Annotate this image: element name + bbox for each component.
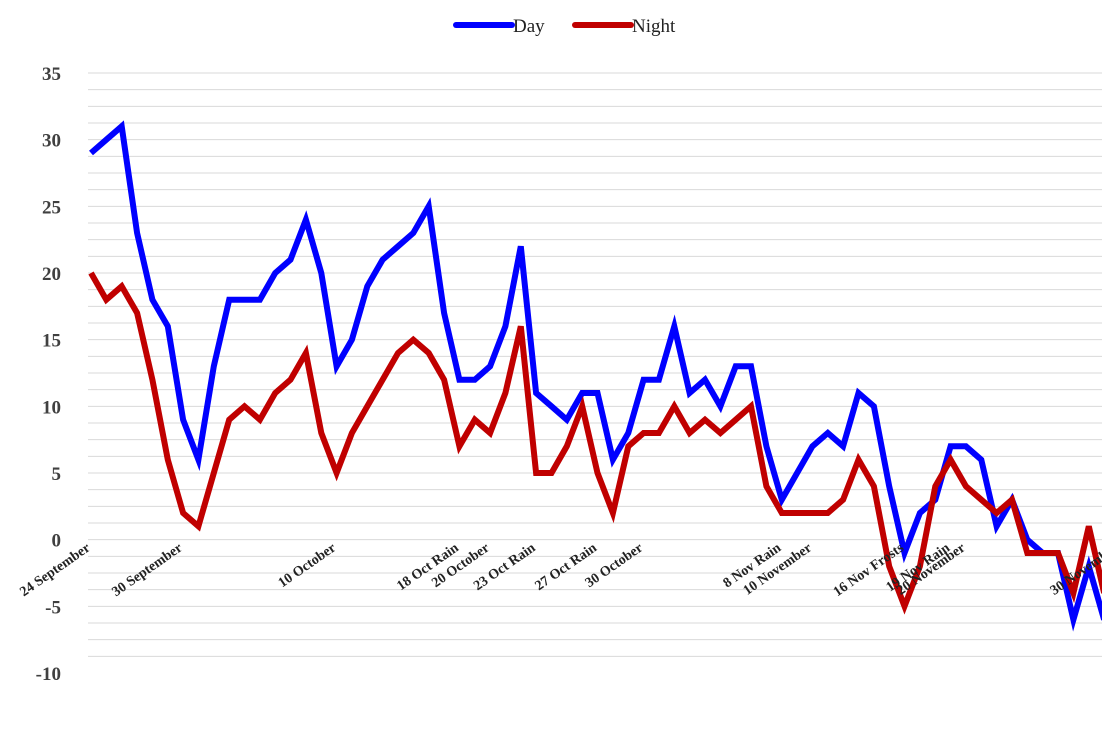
y-tick-label: 10: [42, 397, 61, 418]
x-tick-label: 30 September: [110, 541, 186, 600]
y-tick-label: 5: [52, 464, 62, 485]
y-tick-label: 20: [42, 264, 61, 285]
y-axis-ticks: -10 -5 0 5 10 15 20 25 30 35: [36, 64, 61, 685]
y-tick-label: 15: [42, 331, 61, 352]
series-line-night: [88, 271, 1102, 615]
y-tick-label: -5: [45, 597, 61, 618]
legend-item-day: Day: [453, 16, 545, 37]
y-tick-label: 0: [52, 531, 62, 552]
series-lines: [88, 120, 1102, 632]
x-axis-ticks: 24 September 30 September 10 October 18 Oct…: [17, 540, 1102, 600]
chart-legend: Day Night: [453, 16, 676, 37]
legend-label-day: Day: [513, 16, 545, 37]
y-tick-label: -10: [36, 664, 61, 685]
legend-item-night: Night: [572, 16, 676, 37]
y-tick-label: 30: [42, 131, 61, 152]
gridlines: [88, 72, 1102, 657]
y-tick-label: 35: [42, 64, 61, 85]
y-tick-label: 25: [42, 197, 61, 218]
legend-label-night: Night: [632, 16, 676, 37]
x-tick-label: 10 October: [276, 541, 339, 591]
